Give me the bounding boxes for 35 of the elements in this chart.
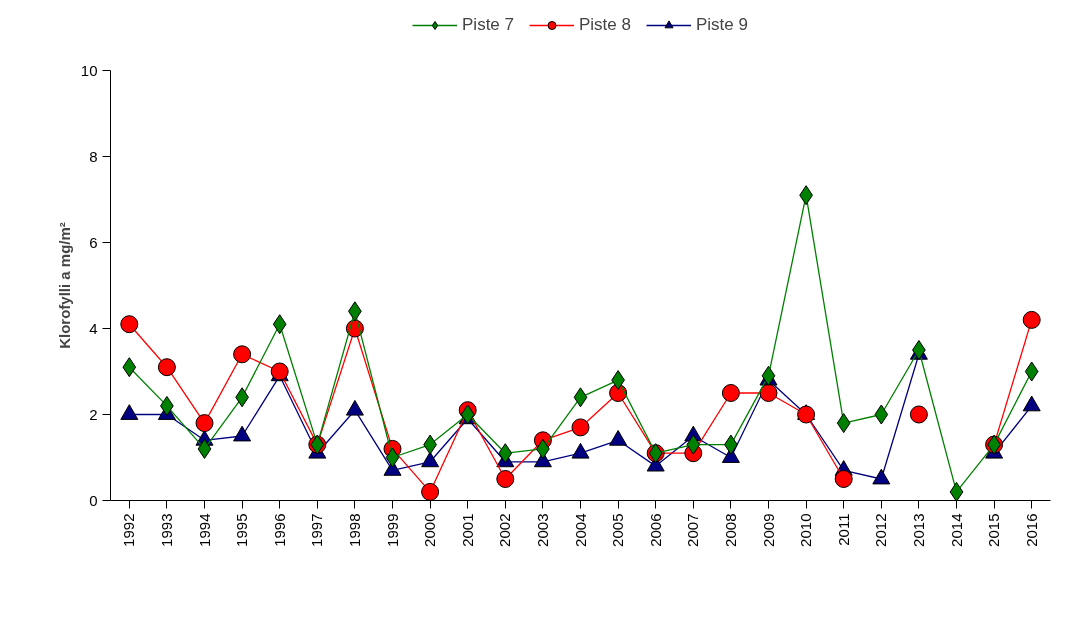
x-tick-label: 2014	[947, 513, 965, 547]
x-tick-label: 1994	[195, 513, 213, 547]
x-tick-label: 2002	[496, 513, 514, 547]
x-tick-label: 2010	[797, 513, 815, 547]
y-tick-label: 2	[89, 405, 98, 423]
legend-label: Piste 7	[462, 15, 515, 35]
y-tick-label: 6	[89, 233, 98, 251]
x-tick-label: 1997	[308, 513, 326, 547]
x-tick-label: 2011	[834, 513, 852, 546]
x-tick-label: 2000	[421, 513, 439, 547]
x-tick-label: 2003	[533, 513, 551, 547]
x-tick-label: 2008	[721, 513, 739, 547]
y-tick-label: 4	[89, 319, 98, 337]
x-tick-label: 1999	[383, 513, 401, 547]
y-tick-label: 8	[89, 147, 98, 165]
x-tick-label: 2016	[1022, 513, 1040, 547]
y-axis-title: Klorofylli a mg/m²	[55, 222, 73, 349]
x-tick-label: 1995	[233, 513, 251, 547]
x-tick-label: 1993	[157, 513, 175, 547]
x-tick-label: 2004	[571, 513, 589, 547]
x-tick-label: 1998	[345, 513, 363, 547]
x-tick-label: 2006	[646, 513, 664, 547]
x-tick-label: 2005	[609, 513, 627, 547]
x-tick-label: 2013	[909, 513, 927, 547]
x-tick-label: 1996	[270, 513, 288, 547]
x-tick-label: 2012	[872, 513, 890, 547]
x-tick-label: 2001	[458, 513, 476, 547]
legend-label: Piste 8	[579, 15, 631, 35]
y-tick-label: 0	[89, 491, 98, 509]
x-tick-label: 2007	[684, 513, 702, 547]
x-tick-label: 2015	[985, 513, 1003, 547]
y-tick-label: 10	[80, 61, 98, 79]
legend-label: Piste 9	[695, 15, 748, 35]
x-tick-label: 1992	[120, 513, 138, 547]
x-tick-label: 2009	[759, 513, 777, 547]
